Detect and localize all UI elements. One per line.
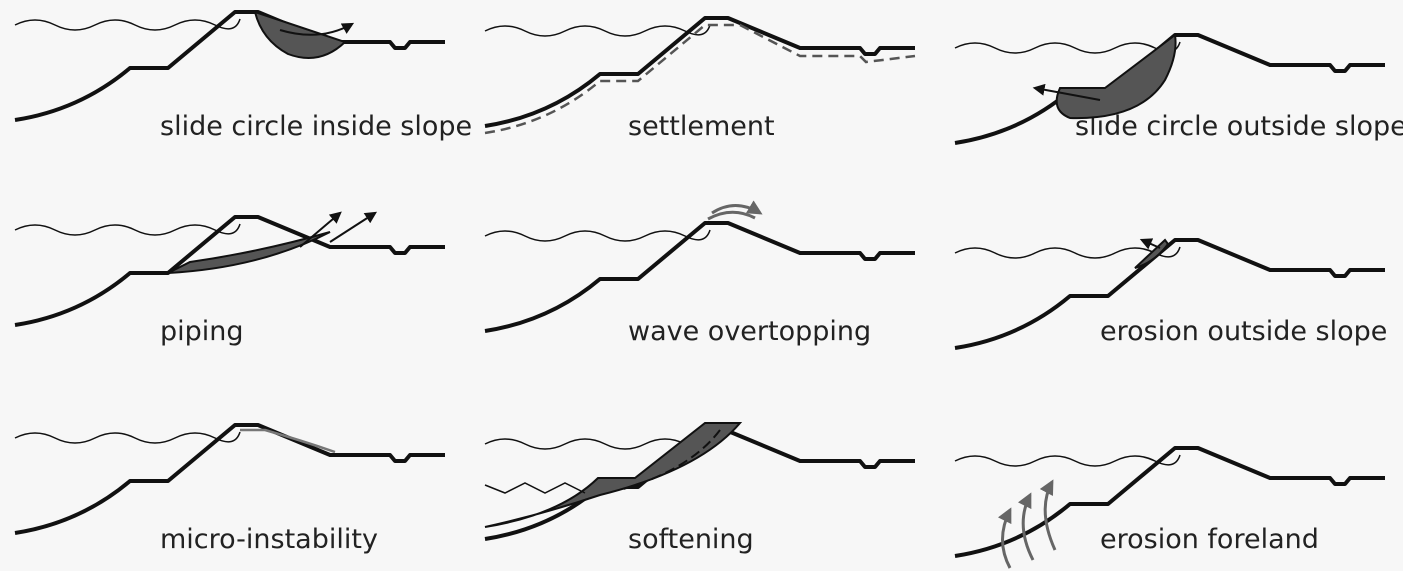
panel-label: softening: [628, 524, 754, 555]
arrow: [329, 211, 378, 243]
arrow: [299, 211, 342, 248]
arrow: [279, 22, 355, 36]
settlement-line: [484, 23, 916, 135]
panel-label: settlement: [628, 111, 775, 142]
panels: slide circle inside slope settlement slide…: [13, 10, 1403, 558]
panel-label: erosion outside slope: [1100, 316, 1387, 347]
overtopping: [707, 210, 756, 221]
seepage: [1039, 479, 1057, 551]
softening-line: [619, 429, 721, 491]
pipe: [167, 231, 331, 274]
features: [167, 10, 1177, 569]
water-line: [484, 24, 711, 37]
arrow: [1032, 83, 1101, 101]
panel-label: wave overtopping: [628, 316, 871, 347]
panel-label: slide circle outside slope: [1075, 111, 1403, 142]
panel-label: micro-instability: [160, 524, 378, 555]
micro-line: [240, 428, 336, 454]
panel-label: piping: [160, 316, 244, 347]
water-line: [14, 431, 241, 444]
seepage: [1017, 492, 1035, 561]
softened-zone: [484, 422, 743, 528]
water-line: [484, 229, 711, 242]
arrow: [1139, 238, 1161, 250]
panel-label: slide circle inside slope: [160, 111, 472, 142]
seepage: [997, 507, 1012, 569]
water-line: [954, 454, 1181, 467]
overtopping: [711, 200, 763, 215]
panel-label: erosion foreland: [1100, 524, 1319, 555]
water-line: [14, 18, 241, 31]
water-line: [954, 41, 1181, 54]
water: [484, 482, 586, 494]
water-line: [14, 223, 241, 236]
